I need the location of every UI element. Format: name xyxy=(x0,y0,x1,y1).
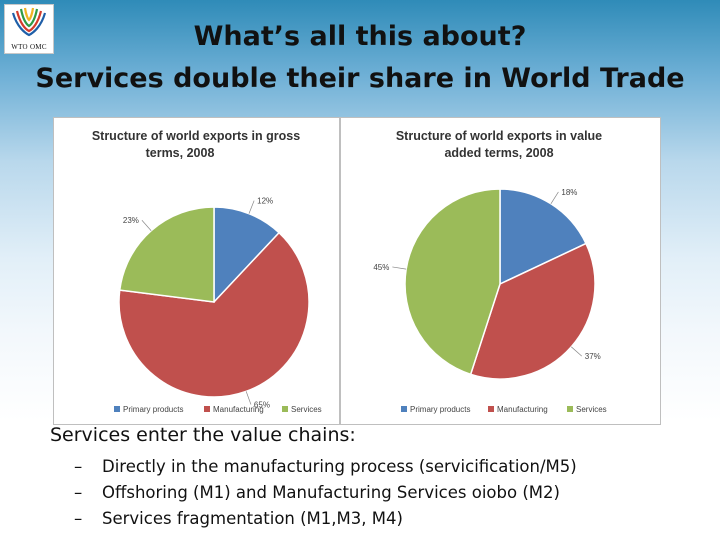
data-label: 23% xyxy=(123,216,139,225)
data-label: 37% xyxy=(585,352,601,361)
leader-line xyxy=(550,191,559,204)
chart-title-line-2: terms, 2008 xyxy=(146,146,215,160)
page-title: What’s all this about? Services double t… xyxy=(0,16,720,100)
chart-title-line-2: added terms, 2008 xyxy=(444,146,553,160)
legend-swatch xyxy=(401,406,407,412)
logo-text: WTO OMC xyxy=(11,43,47,51)
data-label: 45% xyxy=(373,263,389,272)
data-label: 12% xyxy=(257,197,273,206)
bullet-text: Directly in the manufacturing process (s… xyxy=(102,457,577,476)
bullet-item: – Services fragmentation (M1,M3, M4) xyxy=(74,506,577,532)
bullet-marker: – xyxy=(74,483,83,502)
bullet-text: Offshoring (M1) and Manufacturing Servic… xyxy=(102,483,560,502)
legend-label: Manufacturing xyxy=(497,405,548,414)
title-line-1: What’s all this about? xyxy=(193,21,527,52)
bullet-text: Services fragmentation (M1,M3, M4) xyxy=(102,509,403,528)
legend-swatch xyxy=(114,406,120,412)
data-label: 18% xyxy=(561,188,577,197)
chart-title-line-1: Structure of world exports in value xyxy=(396,129,602,143)
leader-line xyxy=(392,266,407,270)
title-line-2: Services double their share in World Tra… xyxy=(35,63,685,94)
leader-line xyxy=(571,346,582,357)
leader-line xyxy=(141,220,152,231)
leader-line xyxy=(248,200,255,214)
wto-logo: WTO OMC xyxy=(4,4,54,54)
bullet-list: – Directly in the manufacturing process (… xyxy=(74,454,577,532)
legend-label: Services xyxy=(291,405,322,414)
legend-swatch xyxy=(282,406,288,412)
legend-label: Manufacturing xyxy=(213,405,264,414)
legend-label: Primary products xyxy=(123,405,183,414)
chart-panel-value-added: Structure of world exports in value adde… xyxy=(340,117,661,425)
bullet-marker: – xyxy=(74,457,83,476)
bullet-marker: – xyxy=(74,509,83,528)
chart-title-line-1: Structure of world exports in gross xyxy=(92,129,300,143)
chart-panel-gross: Structure of world exports in gross term… xyxy=(53,117,340,425)
services-intro-text: Services enter the value chains: xyxy=(50,424,356,446)
legend-label: Services xyxy=(576,405,607,414)
pie-chart-value-added: Structure of world exports in value adde… xyxy=(373,129,607,414)
pie-chart-gross: Structure of world exports in gross term… xyxy=(92,129,322,414)
legend-swatch xyxy=(567,406,573,412)
pie-slice-manufacturing xyxy=(118,231,310,398)
bullet-item: – Offshoring (M1) and Manufacturing Servi… xyxy=(74,480,577,506)
pie-slice-services xyxy=(404,188,501,376)
data-label: 65% xyxy=(254,401,270,410)
legend-swatch xyxy=(204,406,210,412)
leader-line xyxy=(245,391,252,405)
bullet-item: – Directly in the manufacturing process (… xyxy=(74,454,577,480)
pie-slice-services xyxy=(118,206,215,303)
wto-logo-icon xyxy=(11,7,47,37)
pie-slice-primary-products xyxy=(213,206,281,304)
legend-label: Primary products xyxy=(410,405,470,414)
legend-swatch xyxy=(488,406,494,412)
